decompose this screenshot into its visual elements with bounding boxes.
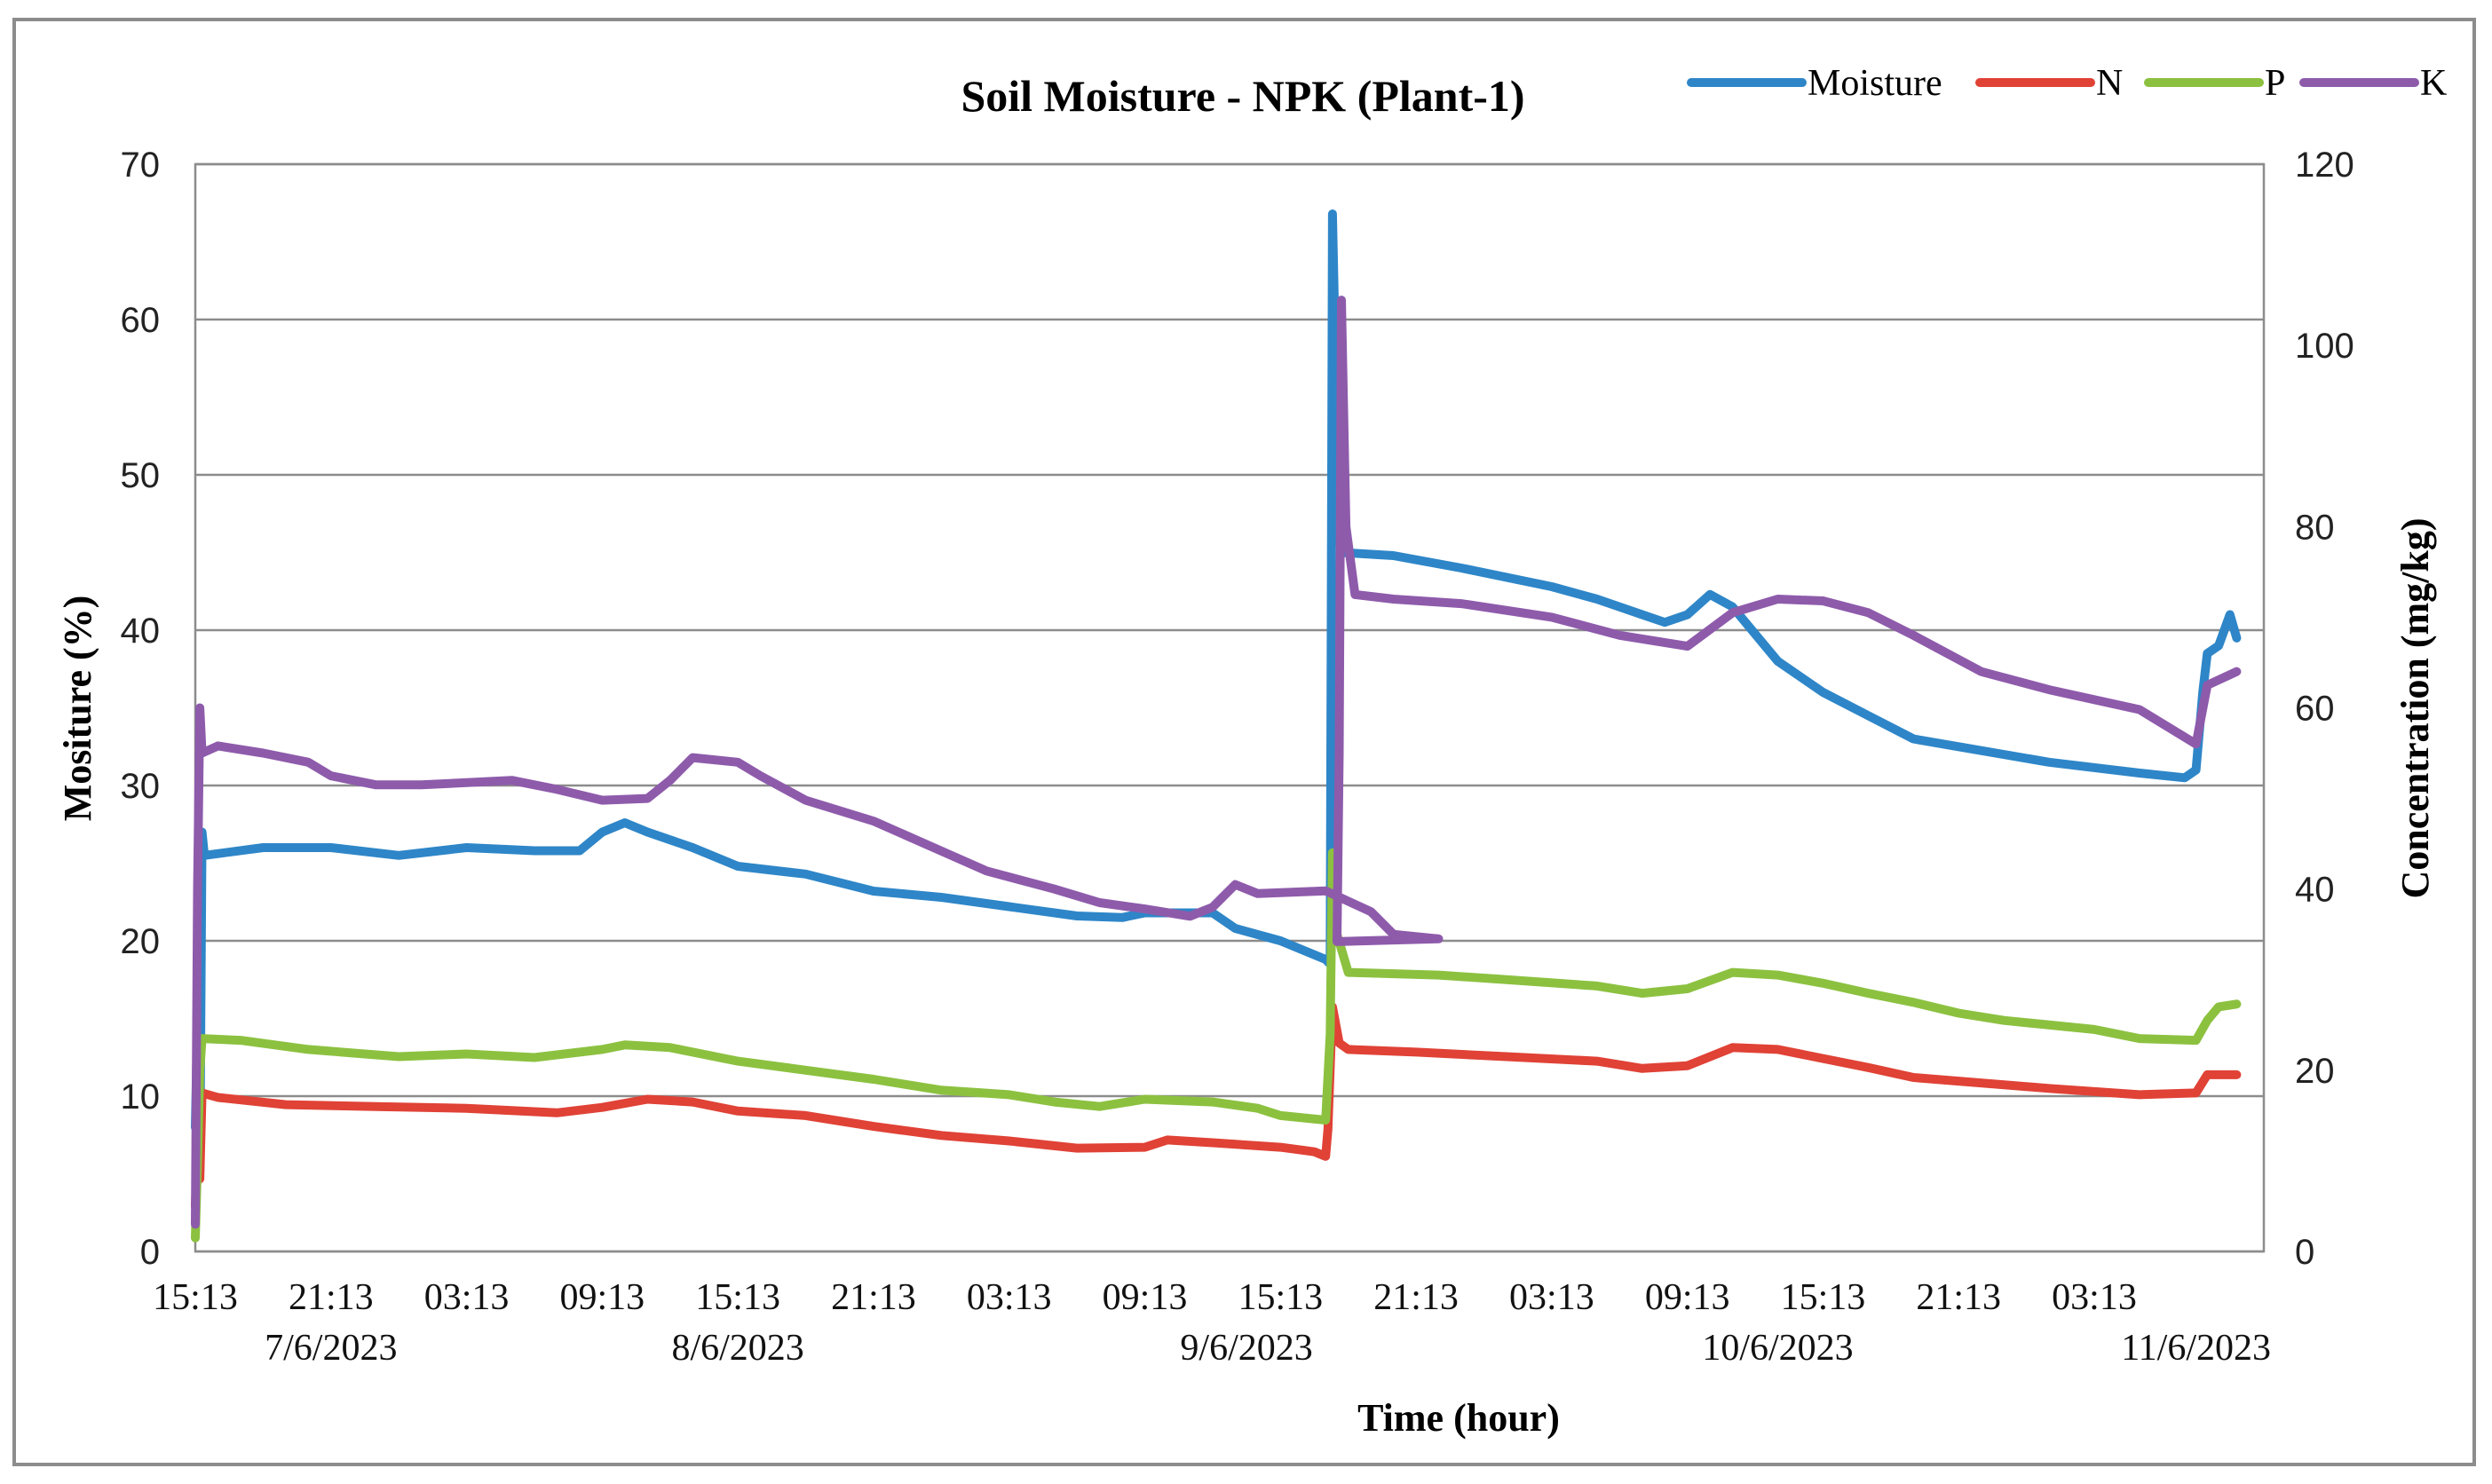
chart-border	[12, 18, 2476, 1466]
y-tick-label: 30	[121, 767, 161, 806]
x-tick-label: 21:13	[1916, 1277, 2001, 1318]
y2-axis-title: Concentration (mg/kg)	[2393, 518, 2437, 899]
x-tick-label: 03:13	[1509, 1277, 1594, 1318]
chart-title: Soil Moisture - NPK (Plant-1)	[961, 71, 1524, 121]
y2-tick-label: 40	[2295, 871, 2335, 910]
legend-label-p: P	[2265, 63, 2285, 104]
x-date-label: 7/6/2023	[265, 1328, 397, 1369]
x-tick-label: 03:13	[2052, 1277, 2137, 1318]
series-line-p	[191, 848, 2242, 1243]
x-axis-ticks: 15:13 21:13 03:13 09:13 15:13 21:13 03:13 09:13…	[153, 1277, 2137, 1318]
y-tick-label: 60	[121, 301, 161, 340]
x-axis-dates: 7/6/2023 8/6/2023 9/6/2023 10/6/2023 11/6/20…	[265, 1328, 2271, 1369]
x-tick-label: 09:13	[1103, 1277, 1188, 1318]
left-axis-ticks: 0 10 20 30 40 50 60 70	[121, 146, 161, 1272]
legend-label-k: K	[2420, 63, 2447, 104]
y2-tick-label: 0	[2295, 1233, 2314, 1272]
y-tick-label: 40	[121, 612, 161, 651]
x-tick-label: 15:13	[153, 1277, 238, 1318]
x-date-label: 11/6/2023	[2121, 1328, 2271, 1369]
y2-tick-label: 80	[2295, 508, 2335, 547]
y-tick-label: 70	[121, 146, 161, 185]
y2-tick-label: 20	[2295, 1052, 2335, 1091]
x-tick-label: 21:13	[1373, 1277, 1459, 1318]
x-date-label: 8/6/2023	[671, 1328, 803, 1369]
y-tick-label: 0	[140, 1233, 160, 1272]
series-lines	[191, 209, 2242, 1243]
y-tick-label: 20	[121, 922, 161, 961]
y2-tick-label: 100	[2295, 327, 2354, 366]
y-tick-label: 10	[121, 1077, 161, 1117]
x-tick-label: 15:13	[1781, 1277, 1866, 1318]
x-date-label: 10/6/2023	[1702, 1328, 1853, 1369]
x-tick-label: 09:13	[560, 1277, 645, 1318]
right-axis-ticks: 0 20 40 60 80 100 120	[2295, 146, 2354, 1272]
plot-area-border	[194, 162, 2266, 1253]
x-tick-label: 03:13	[424, 1277, 510, 1318]
series-line-n	[191, 1002, 2242, 1211]
x-tick-label: 09:13	[1645, 1277, 1730, 1318]
x-tick-label: 15:13	[695, 1277, 780, 1318]
legend: Moisture N P K	[1687, 63, 2447, 104]
y2-tick-label: 60	[2295, 690, 2335, 729]
x-tick-label: 21:13	[289, 1277, 374, 1318]
x-tick-label: 21:13	[831, 1277, 916, 1318]
x-date-label: 9/6/2023	[1180, 1328, 1312, 1369]
series-line-k	[191, 296, 2242, 1229]
y-tick-label: 50	[121, 456, 161, 495]
x-axis-title: Time (hour)	[1357, 1396, 1560, 1440]
legend-label-moisture: Moisture	[1808, 63, 1942, 104]
y-axis-title: Mositure (%)	[56, 596, 99, 822]
x-tick-label: 15:13	[1238, 1277, 1323, 1318]
y2-tick-label: 120	[2295, 146, 2354, 185]
x-tick-label: 03:13	[967, 1277, 1052, 1318]
legend-label-n: N	[2096, 63, 2123, 104]
